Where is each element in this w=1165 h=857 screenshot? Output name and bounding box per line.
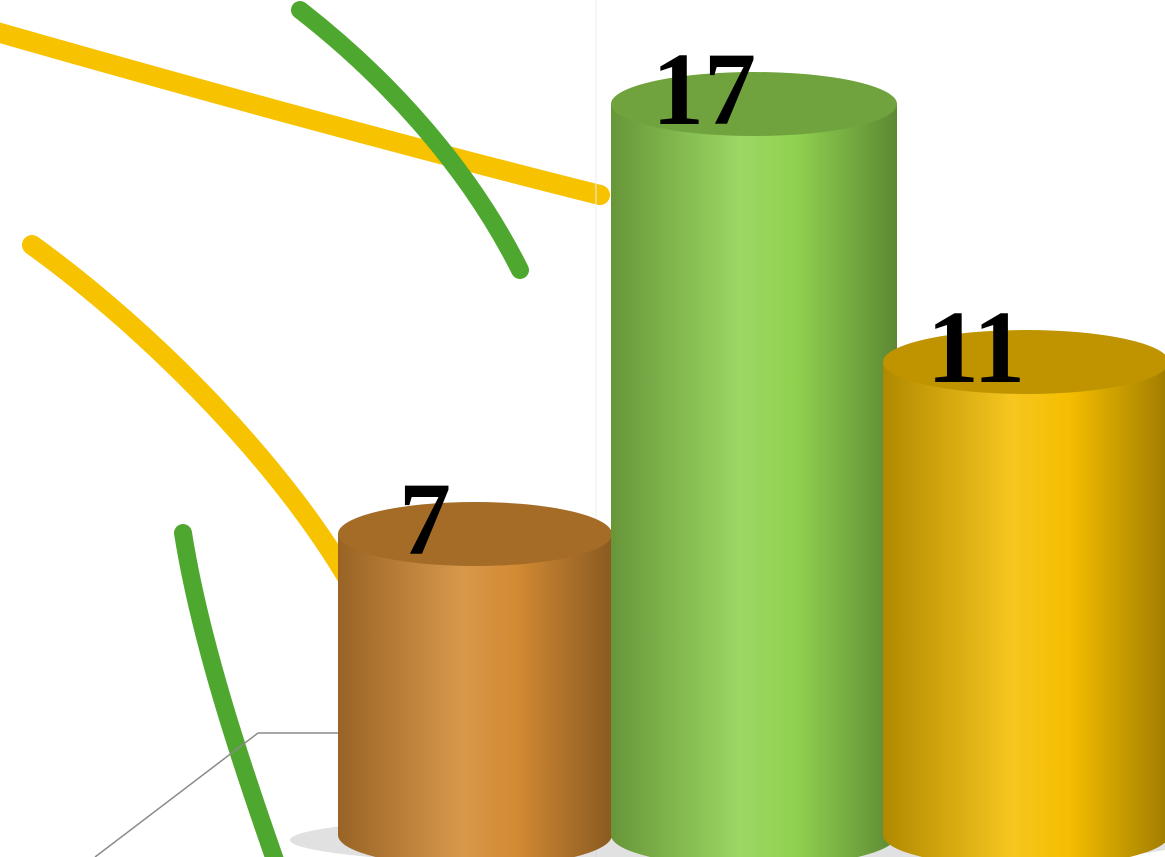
decorative-curve-yellow-top [0, 22, 610, 205]
decorative-curve-yellow-left [22, 235, 370, 610]
bar-2-top [611, 72, 897, 136]
bars-layer [338, 72, 1165, 857]
decorative-curve-green-top [291, 1, 529, 279]
decorative-curves [0, 1, 610, 857]
labels-layer: 7 17 11 [399, 32, 1025, 577]
bar-2-body [611, 104, 897, 857]
floor-outline [94, 732, 340, 857]
bar-3-value-label: 11 [927, 290, 1025, 405]
decorative-curve-green-bottom [174, 524, 284, 857]
bar-1-top [338, 502, 612, 566]
bar-3-body [883, 362, 1165, 857]
bar-1-body [338, 534, 612, 857]
bar-3-top [883, 330, 1165, 394]
bar-1-value-label: 7 [399, 462, 451, 577]
bar-2-value-label: 17 [652, 32, 756, 147]
